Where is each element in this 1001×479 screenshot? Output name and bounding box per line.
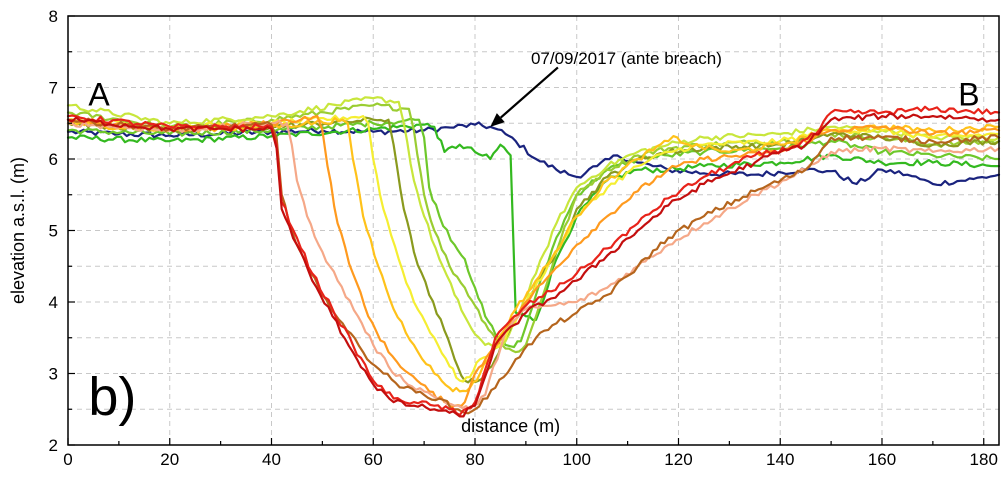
y-tick-label: 6: [49, 150, 58, 169]
x-tick-label: 140: [766, 450, 794, 469]
series-line-4: [66, 102, 1001, 354]
y-tick-label: 5: [49, 222, 58, 241]
y-tick-label: 3: [49, 365, 58, 384]
x-tick-label: 160: [868, 450, 896, 469]
series-layer: [66, 96, 1001, 418]
y-tick-labels: 2 3 4 5 6 7 8: [49, 7, 58, 455]
grid-lines: [68, 16, 999, 445]
series-line-10: [66, 119, 1001, 411]
panel-label: b): [88, 367, 136, 427]
x-tick-label: 20: [160, 450, 179, 469]
x-axis-label: distance (m): [461, 416, 560, 436]
section-label-b: B: [958, 76, 979, 112]
axis-ticks: [67, 15, 985, 446]
series-line-2: [66, 122, 1001, 321]
x-tick-label: 120: [664, 450, 692, 469]
series-line-13: [66, 112, 1001, 418]
x-tick-label: 0: [63, 450, 72, 469]
annotation-label: 07/09/2017 (ante breach): [531, 49, 722, 68]
series-line-12: [66, 105, 1001, 417]
series-line-9: [66, 115, 1001, 409]
y-tick-label: 2: [49, 436, 58, 455]
annotation-arrow: [500, 66, 559, 119]
y-tick-label: 8: [49, 7, 58, 26]
annotation-arrow-head: [490, 113, 505, 127]
x-tick-label: 80: [466, 450, 485, 469]
y-tick-label: 7: [49, 79, 58, 98]
series-line-5: [66, 96, 1001, 350]
x-tick-label: 60: [364, 450, 383, 469]
series-line-3: [66, 117, 1001, 349]
x-tick-label: 180: [970, 450, 998, 469]
x-tick-labels: 0 20 40 60 80 100 120 140 160 180: [63, 450, 998, 469]
x-tick-label: 100: [563, 450, 591, 469]
section-label-a: A: [88, 76, 110, 112]
y-axis-label: elevation a.s.l. (m): [8, 157, 28, 304]
y-tick-label: 4: [49, 293, 58, 312]
x-tick-label: 40: [262, 450, 281, 469]
